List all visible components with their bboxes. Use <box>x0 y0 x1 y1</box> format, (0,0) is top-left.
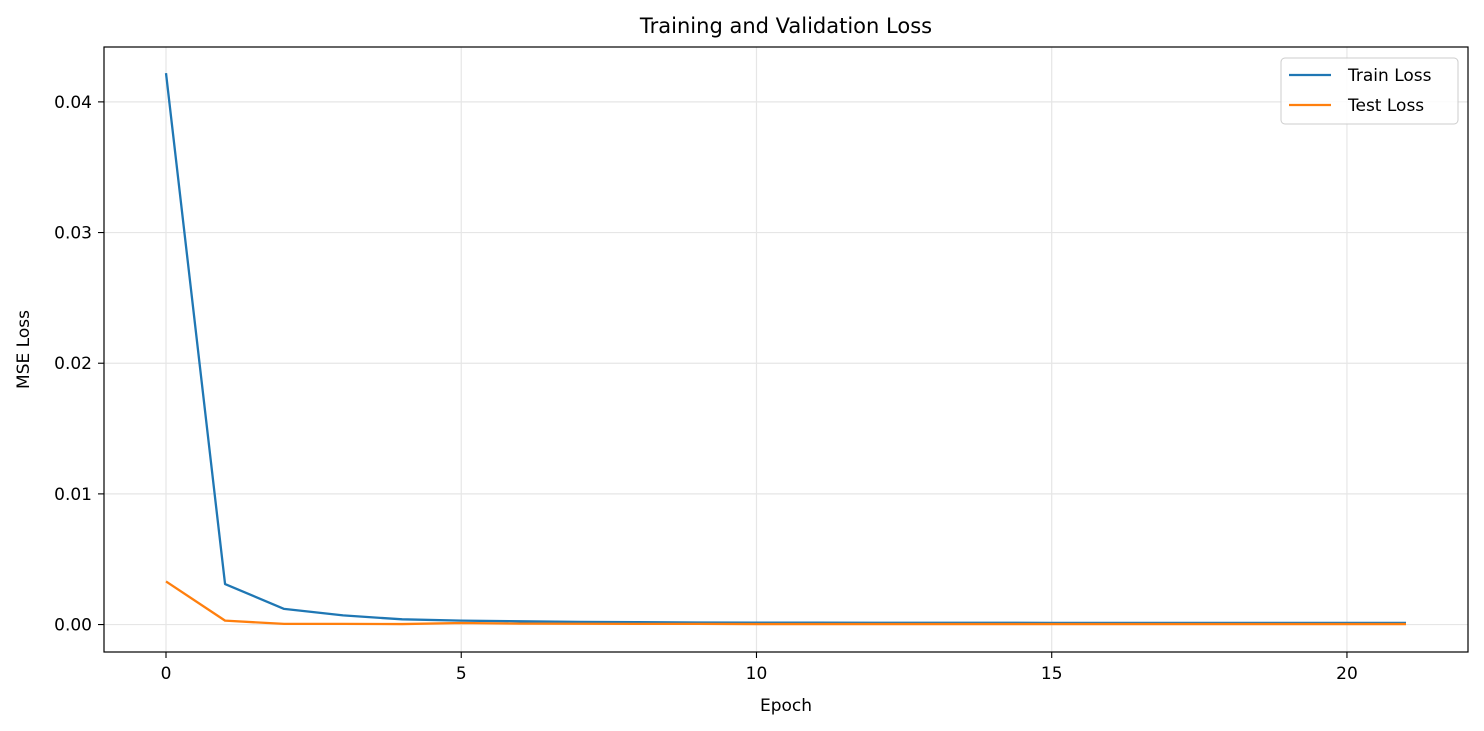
plot-frame <box>103 46 1469 653</box>
ticks: 0 5 10 15 20 0.00 0.01 0.02 0.03 0.04 <box>54 93 1358 684</box>
legend-label-test-loss: Test Loss <box>1347 96 1424 116</box>
series-line-test-loss <box>165 580 1406 626</box>
y-tick-label: 0.01 <box>54 485 92 505</box>
y-tick-label: 0.04 <box>54 93 92 113</box>
series-layer <box>164 72 1406 626</box>
y-axis-title: MSE Loss <box>14 310 34 389</box>
legend-label-train-loss: Train Loss <box>1347 66 1432 86</box>
y-tick-label: 0.03 <box>54 224 92 244</box>
legend: Train Loss Test Loss <box>1280 57 1459 125</box>
x-tick-label: 15 <box>1041 664 1063 684</box>
y-tick-label: 0.00 <box>54 616 92 636</box>
y-tick-label: 0.02 <box>54 354 92 374</box>
x-axis-title: Epoch <box>760 696 812 716</box>
x-tick-label: 20 <box>1336 664 1358 684</box>
series-line-train-loss <box>164 72 1406 625</box>
x-tick-label: 5 <box>456 664 467 684</box>
chart-title: Training and Validation Loss <box>639 14 932 38</box>
x-tick-label: 10 <box>746 664 768 684</box>
x-tick-label: 0 <box>161 664 172 684</box>
